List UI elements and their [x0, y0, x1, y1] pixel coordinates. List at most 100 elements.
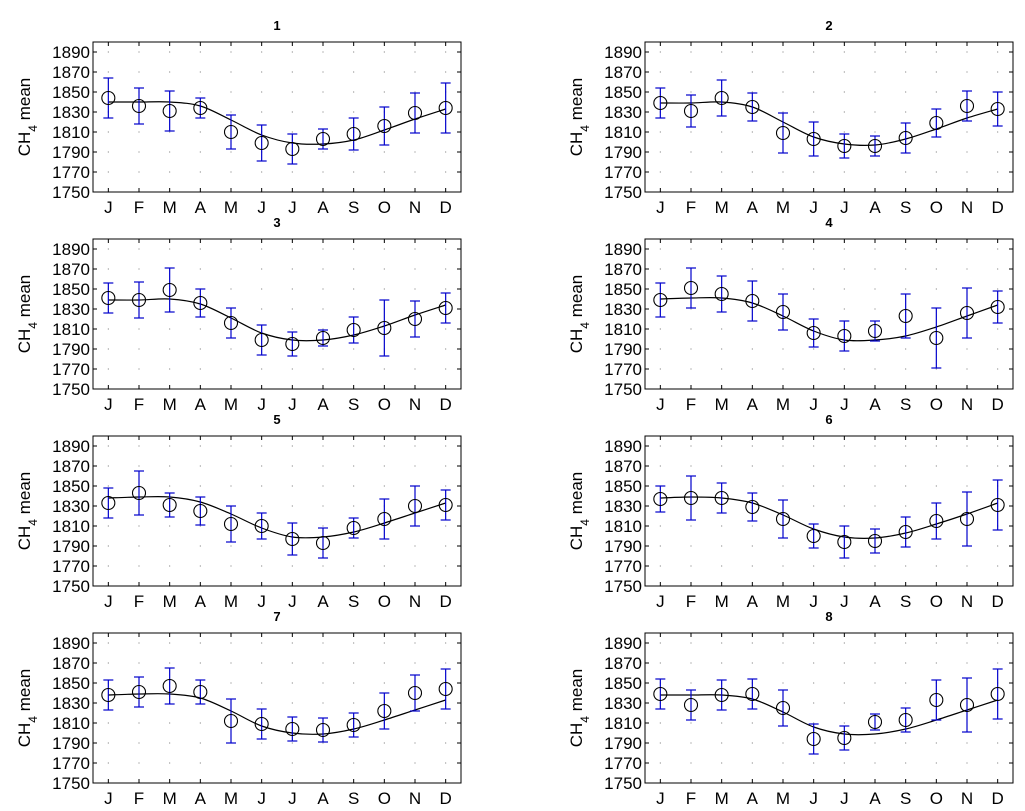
data-point — [315, 722, 331, 738]
grid-dot — [659, 525, 661, 527]
grid-dot — [322, 505, 324, 507]
grid-dot — [353, 368, 355, 370]
grid-dot — [169, 445, 171, 447]
grid-dot — [874, 662, 876, 664]
grid-dot — [966, 465, 968, 467]
subplot-title: 5 — [273, 412, 280, 427]
grid-dot — [659, 742, 661, 744]
grid-dot — [230, 565, 232, 567]
grid-dot — [107, 762, 109, 764]
y-tick-label: 1770 — [604, 360, 642, 379]
data-point — [653, 292, 668, 308]
y-axis-label-subscript: 4 — [578, 322, 592, 329]
data-point — [990, 101, 1005, 117]
grid-dot — [997, 268, 999, 270]
grid-dot — [843, 308, 845, 310]
grid-dot — [445, 151, 447, 153]
y-axis-label-main: CH — [15, 526, 34, 551]
y-tick-label: 1830 — [52, 694, 90, 713]
data-point — [377, 320, 392, 336]
grid-dot — [905, 288, 907, 290]
grid-dot — [414, 368, 416, 370]
data-point — [193, 295, 208, 311]
grid-dot — [230, 465, 232, 467]
grid-dot — [782, 465, 784, 467]
x-tick-label: S — [348, 198, 359, 217]
y-tick-label: 1890 — [52, 240, 90, 259]
grid-dot — [874, 171, 876, 173]
x-tick-label: A — [317, 395, 329, 414]
x-tick-label: J — [656, 198, 665, 217]
grid-dot — [874, 762, 876, 764]
grid-dot — [966, 662, 968, 664]
grid-dot — [199, 368, 201, 370]
grid-dot — [261, 682, 263, 684]
grid-dot — [659, 565, 661, 567]
grid-dot — [261, 248, 263, 250]
grid-dot — [997, 545, 999, 547]
y-tick-label: 1890 — [604, 634, 642, 653]
grid-dot — [659, 368, 661, 370]
data-point — [193, 100, 208, 116]
grid-dot — [138, 722, 140, 724]
x-tick-label: M — [715, 789, 729, 808]
grid-dot — [659, 348, 661, 350]
grid-dot — [813, 288, 815, 290]
y-tick-label: 1790 — [52, 340, 90, 359]
grid-dot — [383, 682, 385, 684]
x-tick-label: D — [992, 789, 1004, 808]
grid-dot — [353, 682, 355, 684]
x-tick-label: J — [809, 592, 818, 611]
y-axis-label-subscript: 4 — [578, 519, 592, 526]
grid-dot — [997, 288, 999, 290]
grid-dot — [383, 151, 385, 153]
data-point — [254, 518, 269, 534]
grid-dot — [445, 762, 447, 764]
grid-dot — [874, 91, 876, 93]
grid-dot — [874, 445, 876, 447]
grid-dot — [353, 91, 355, 93]
x-tick-label: O — [930, 198, 943, 217]
grid-dot — [935, 248, 937, 250]
grid-dot — [721, 465, 723, 467]
grid-dot — [353, 762, 355, 764]
y-tick-label: 1770 — [52, 557, 90, 576]
data-point — [683, 490, 699, 506]
grid-dot — [659, 722, 661, 724]
y-tick-label: 1770 — [52, 360, 90, 379]
y-tick-label: 1770 — [604, 557, 642, 576]
grid-dot — [966, 485, 968, 487]
grid-dot — [138, 268, 140, 270]
y-tick-label: 1850 — [52, 477, 90, 496]
grid-dot — [782, 662, 784, 664]
grid-dot — [414, 71, 416, 73]
grid-dot — [138, 248, 140, 250]
grid-dot — [414, 465, 416, 467]
grid-dot — [107, 485, 109, 487]
grid-dot — [199, 151, 201, 153]
grid-dot — [291, 51, 293, 53]
y-axis-label-subscript: 4 — [26, 519, 40, 526]
x-tick-label: N — [961, 592, 973, 611]
data-point — [101, 290, 116, 306]
grid-dot — [414, 51, 416, 53]
grid-dot — [843, 485, 845, 487]
grid-dot — [322, 111, 324, 113]
data-point — [775, 511, 791, 527]
y-tick-label: 1790 — [604, 734, 642, 753]
grid-dot — [230, 248, 232, 250]
y-tick-label: 1830 — [604, 497, 642, 516]
grid-dot — [199, 268, 201, 270]
x-tick-label: A — [195, 592, 207, 611]
grid-dot — [261, 662, 263, 664]
grid-dot — [721, 368, 723, 370]
x-tick-label: J — [257, 198, 266, 217]
grid-dot — [813, 485, 815, 487]
grid-dot — [935, 171, 937, 173]
data-point — [653, 686, 668, 702]
data-point — [346, 520, 361, 536]
x-tick-label: N — [409, 198, 421, 217]
x-tick-label: O — [378, 395, 391, 414]
data-point — [162, 678, 177, 694]
